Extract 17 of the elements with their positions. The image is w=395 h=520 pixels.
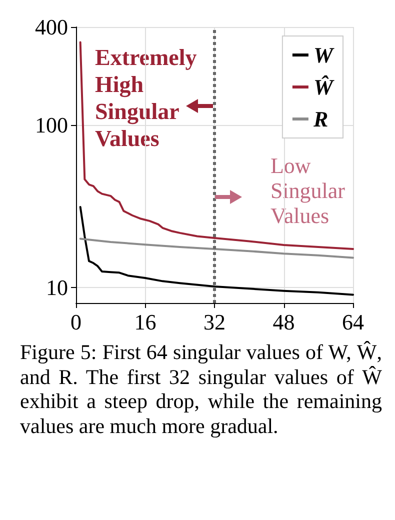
x-tick-label: 16: [134, 310, 156, 334]
x-tick-label: 64: [342, 310, 364, 334]
y-tick-label: 100: [35, 112, 68, 138]
annotation: Extremely High Singular Values: [95, 45, 198, 151]
legend-label: Ŵ: [313, 74, 334, 100]
legend-label: R: [312, 106, 328, 132]
line-series: [79, 206, 354, 296]
line-series: [79, 41, 354, 250]
annotation: Low Singular Values: [270, 153, 346, 228]
x-tick-label: 0: [70, 310, 82, 334]
y-tick-label: 400: [35, 14, 68, 40]
caption: Figure 5: First 64 singular values of W, Ŵ, and R. The first 32 singular values of Ŵ exhibit a steep drop, while the remaining values are much more gradual.: [20, 340, 382, 438]
y-tick-label: 10: [46, 274, 68, 300]
x-tick-label: 32: [204, 310, 226, 334]
legend-label: W: [313, 42, 334, 68]
x-tick-label: 48: [272, 310, 295, 334]
line-series: [79, 238, 354, 259]
